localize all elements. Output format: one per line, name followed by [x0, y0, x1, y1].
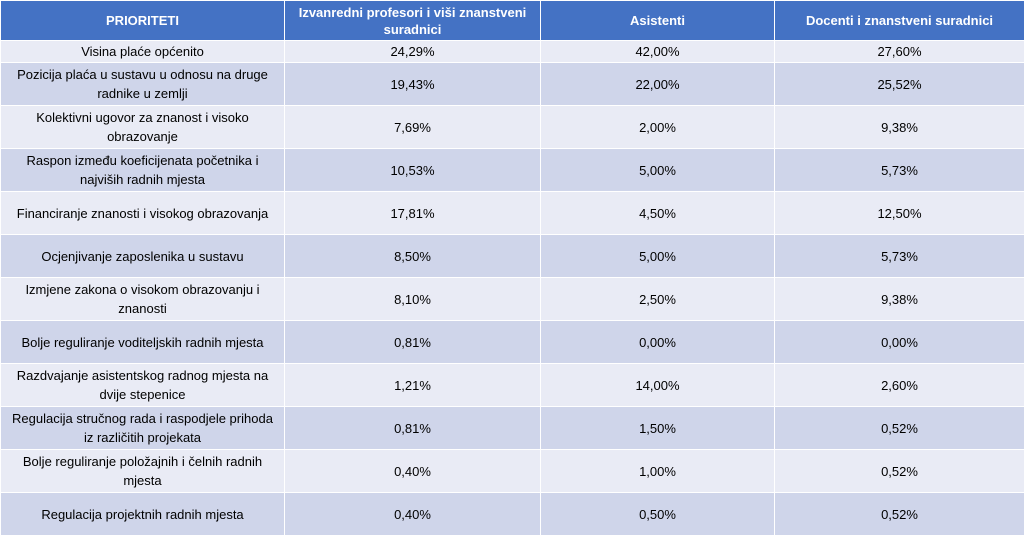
table-row: Raspon između koeficijenata početnika i … [0, 148, 1024, 192]
table-row: Ocjenjivanje zaposlenika u sustavu 8,50%… [0, 234, 1024, 278]
header-priorities: PRIORITETI [0, 0, 285, 41]
assistants-value: 0,50% [540, 492, 775, 536]
assistants-value: 2,50% [540, 277, 775, 321]
priority-cell: Regulacija projektnih radnih mjesta [0, 492, 285, 536]
priority-cell: Raspon između koeficijenata početnika i … [0, 148, 285, 192]
header-assistants: Asistenti [540, 0, 775, 41]
assistants-value: 22,00% [540, 62, 775, 106]
assistant-professors-value: 9,38% [774, 105, 1024, 149]
table-row: Bolje reguliranje voditeljskih radnih mj… [0, 320, 1024, 364]
table-row: Kolektivni ugovor za znanost i visoko ob… [0, 105, 1024, 149]
assistant-professors-value: 2,60% [774, 363, 1024, 407]
associate-professors-value: 17,81% [284, 191, 541, 235]
associate-professors-value: 10,53% [284, 148, 541, 192]
priority-cell: Izmjene zakona o visokom obrazovanju i z… [0, 277, 285, 321]
assistants-value: 42,00% [540, 40, 775, 63]
assistant-professors-value: 5,73% [774, 234, 1024, 278]
priority-cell: Financiranje znanosti i visokog obrazova… [0, 191, 285, 235]
table-row: Visina plaće općenito 24,29% 42,00% 27,6… [0, 40, 1024, 63]
assistants-value: 14,00% [540, 363, 775, 407]
assistant-professors-value: 0,52% [774, 492, 1024, 536]
table-row: Razdvajanje asistentskog radnog mjesta n… [0, 363, 1024, 407]
table-row: Regulacija stručnog rada i raspodjele pr… [0, 406, 1024, 450]
assistants-value: 4,50% [540, 191, 775, 235]
assistants-value: 1,00% [540, 449, 775, 493]
assistants-value: 5,00% [540, 234, 775, 278]
assistant-professors-value: 5,73% [774, 148, 1024, 192]
table-row: Izmjene zakona o visokom obrazovanju i z… [0, 277, 1024, 321]
associate-professors-value: 7,69% [284, 105, 541, 149]
priority-cell: Visina plaće općenito [0, 40, 285, 63]
associate-professors-value: 24,29% [284, 40, 541, 63]
assistant-professors-value: 9,38% [774, 277, 1024, 321]
priority-cell: Pozicija plaća u sustavu u odnosu na dru… [0, 62, 285, 106]
priority-cell: Razdvajanje asistentskog radnog mjesta n… [0, 363, 285, 407]
priority-cell: Bolje reguliranje položajnih i čelnih ra… [0, 449, 285, 493]
header-row: PRIORITETI Izvanredni profesori i viši z… [0, 0, 1024, 41]
associate-professors-value: 0,40% [284, 449, 541, 493]
header-assistant-professors: Docenti i znanstveni suradnici [774, 0, 1024, 41]
assistant-professors-value: 12,50% [774, 191, 1024, 235]
priority-cell: Ocjenjivanje zaposlenika u sustavu [0, 234, 285, 278]
assistants-value: 5,00% [540, 148, 775, 192]
assistant-professors-value: 0,00% [774, 320, 1024, 364]
assistants-value: 1,50% [540, 406, 775, 450]
table-row: Pozicija plaća u sustavu u odnosu na dru… [0, 62, 1024, 106]
priorities-table: PRIORITETI Izvanredni profesori i viši z… [0, 0, 1024, 536]
assistants-value: 2,00% [540, 105, 775, 149]
table-header: PRIORITETI Izvanredni profesori i viši z… [0, 0, 1024, 41]
priority-cell: Bolje reguliranje voditeljskih radnih mj… [0, 320, 285, 364]
associate-professors-value: 0,81% [284, 320, 541, 364]
assistant-professors-value: 25,52% [774, 62, 1024, 106]
associate-professors-value: 8,50% [284, 234, 541, 278]
associate-professors-value: 19,43% [284, 62, 541, 106]
priority-cell: Kolektivni ugovor za znanost i visoko ob… [0, 105, 285, 149]
table-row: Financiranje znanosti i visokog obrazova… [0, 191, 1024, 235]
associate-professors-value: 0,40% [284, 492, 541, 536]
associate-professors-value: 1,21% [284, 363, 541, 407]
assistant-professors-value: 27,60% [774, 40, 1024, 63]
assistants-value: 0,00% [540, 320, 775, 364]
assistant-professors-value: 0,52% [774, 406, 1024, 450]
associate-professors-value: 0,81% [284, 406, 541, 450]
table-row: Regulacija projektnih radnih mjesta 0,40… [0, 492, 1024, 536]
table-body: Visina plaće općenito 24,29% 42,00% 27,6… [0, 40, 1024, 536]
table-row: Bolje reguliranje položajnih i čelnih ra… [0, 449, 1024, 493]
associate-professors-value: 8,10% [284, 277, 541, 321]
assistant-professors-value: 0,52% [774, 449, 1024, 493]
header-associate-professors: Izvanredni profesori i viši znanstveni s… [284, 0, 541, 41]
priority-cell: Regulacija stručnog rada i raspodjele pr… [0, 406, 285, 450]
